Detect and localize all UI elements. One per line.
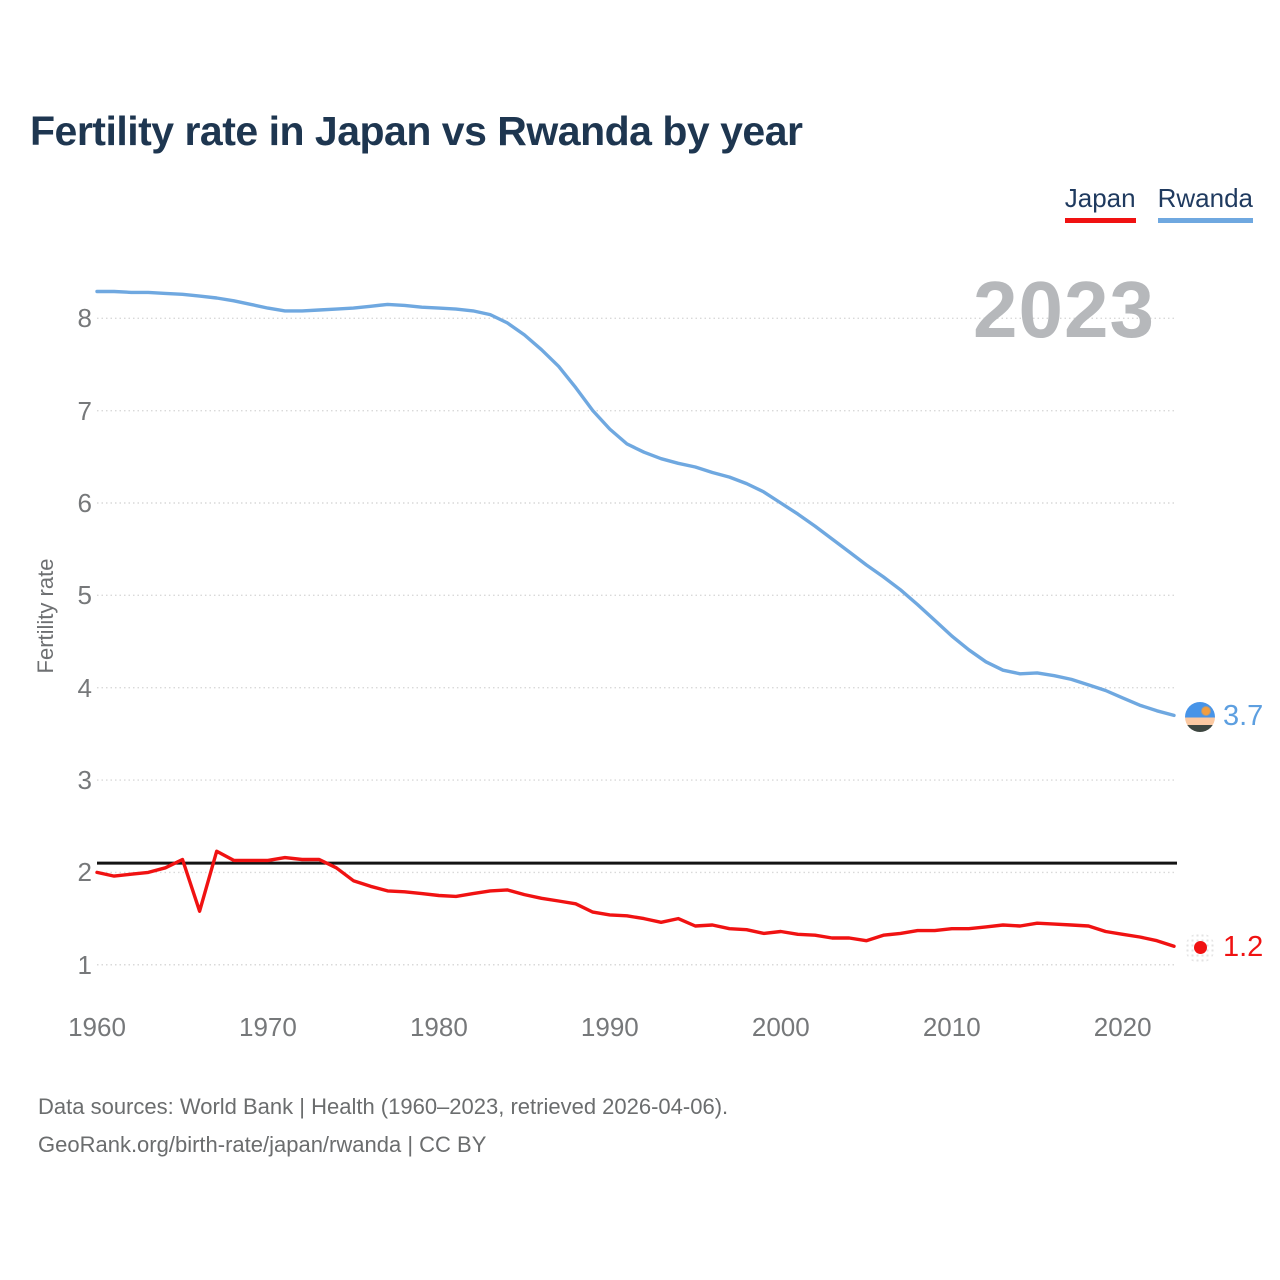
x-tick-label-1960: 1960 (68, 1012, 126, 1042)
x-tick-label-2000: 2000 (751, 1012, 810, 1042)
x-tick-label-1970: 1970 (239, 1012, 297, 1042)
y-tick-label-4: 4 (77, 672, 92, 703)
chart-title: Fertility rate in Japan vs Rwanda by yea… (30, 108, 803, 154)
rwanda-flag-icon (1185, 701, 1215, 732)
endpoint-rwanda: 3.7 (1185, 700, 1263, 733)
y-tick-label-6: 6 (77, 488, 92, 518)
legend: Japan Rwanda (1064, 184, 1253, 223)
japan-sun-disc-icon (1193, 941, 1207, 955)
x-tick-label-1980: 1980 (409, 1012, 468, 1042)
y-tick-label-2: 2 (77, 857, 92, 888)
legend-item-japan[interactable]: Japan (1064, 184, 1136, 223)
y-tick-label-7: 7 (77, 395, 92, 426)
x-tick-label-1990: 1990 (580, 1012, 639, 1042)
rwanda-sun-icon (1202, 706, 1210, 715)
y-tick-label-1: 1 (77, 949, 92, 980)
endpoint-value-japan: 1.2 (1223, 931, 1264, 964)
series-line-rwanda[interactable] (95, 289, 1176, 718)
legend-item-rwanda[interactable]: Rwanda (1157, 184, 1253, 223)
japan-flag-icon (1185, 932, 1215, 963)
watermark-year: 2023 (973, 265, 1155, 354)
x-tick-label-2020: 2020 (1093, 1012, 1152, 1042)
x-tick-label-2010: 2010 (922, 1012, 981, 1042)
endpoint-value-rwanda: 3.7 (1223, 700, 1264, 733)
footer: Data sources: World Bank | Health (1960–… (38, 1088, 728, 1164)
endpoint-japan: 1.2 (1185, 931, 1263, 964)
y-tick-label-5: 5 (77, 580, 92, 611)
footer-source-line: Data sources: World Bank | Health (1960–… (38, 1094, 729, 1119)
series-line-japan[interactable] (95, 849, 1176, 948)
footer-attribution-line: GeoRank.org/birth-rate/japan/rwanda | CC… (38, 1132, 487, 1157)
y-tick-label-8: 8 (77, 303, 92, 334)
y-tick-label-3: 3 (77, 765, 92, 796)
